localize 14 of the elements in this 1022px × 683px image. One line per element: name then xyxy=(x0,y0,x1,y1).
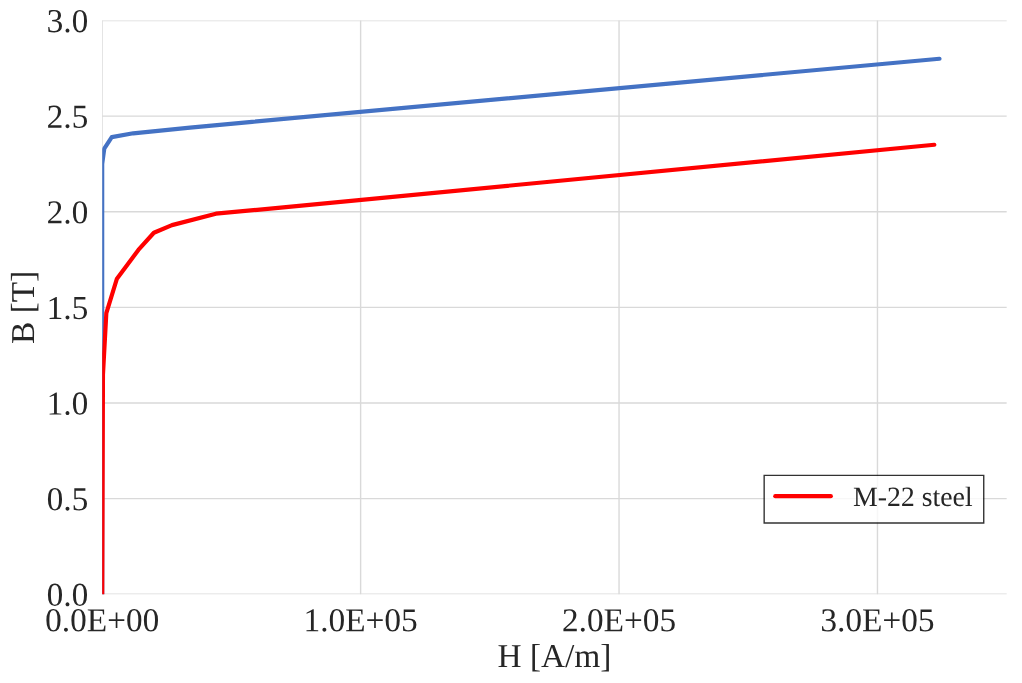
y-tick-label: 0.0 xyxy=(47,583,88,607)
x-tick-label: 0.0E+00 xyxy=(46,609,159,632)
legend-label: M-22 steel xyxy=(853,486,973,507)
y-tick-label: 0.5 xyxy=(47,487,88,511)
y-tick-label: 1.5 xyxy=(49,296,88,320)
x-tick-label: 1.0E+05 xyxy=(306,609,417,632)
x-axis-title: H [A/m] xyxy=(498,643,609,672)
y-tick-label: 2.0 xyxy=(48,201,88,224)
x-tick-label: 2.0E+05 xyxy=(563,609,675,632)
y-tick-label: 1.0 xyxy=(49,392,88,416)
x-tick-label: 3.0E+05 xyxy=(821,609,934,632)
y-tick-label: 2.5 xyxy=(48,105,88,129)
y-tick-label: 3.0 xyxy=(48,9,88,33)
y-axis-title: B [T] xyxy=(10,273,39,343)
